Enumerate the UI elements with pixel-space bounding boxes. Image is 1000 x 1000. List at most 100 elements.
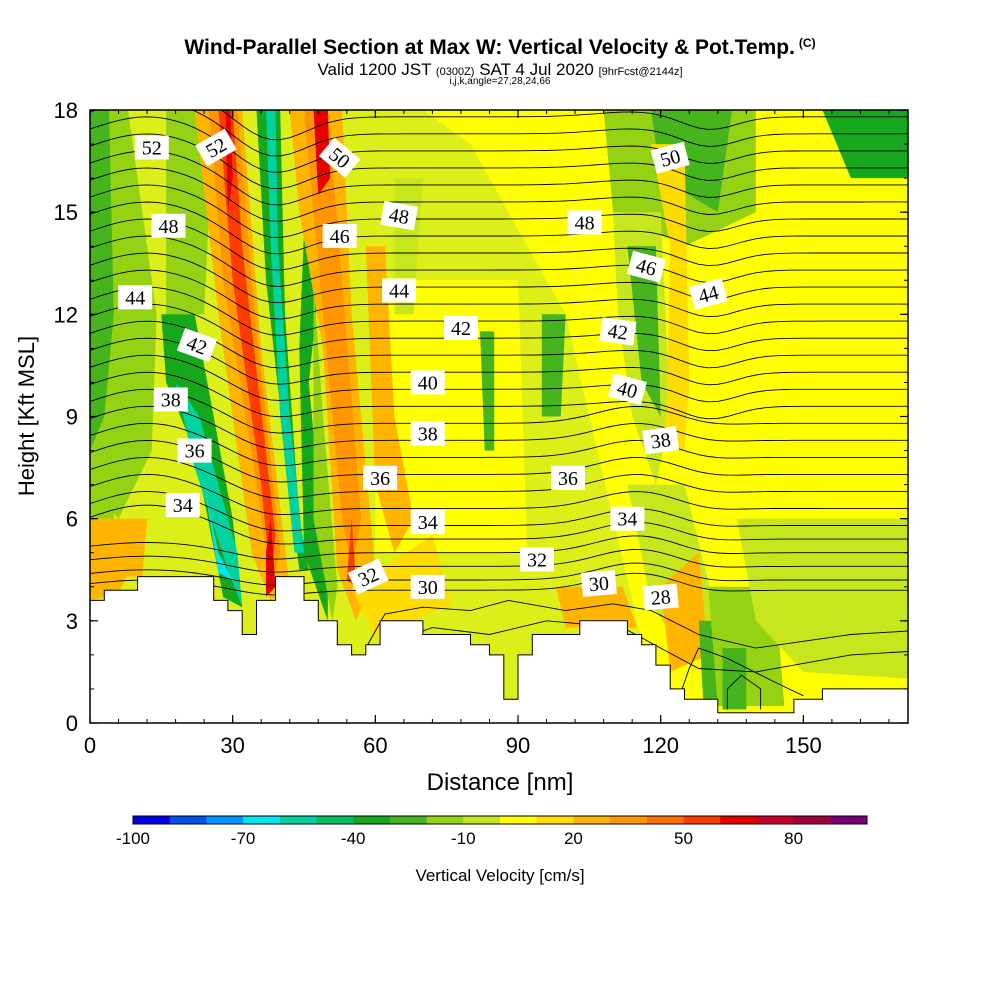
contour-label-16: 40 xyxy=(607,373,647,406)
colorbar-swatch xyxy=(279,816,317,824)
x-tick-label: 120 xyxy=(642,733,679,758)
colorbar-tick-label: -100 xyxy=(116,829,150,848)
contour-label-19: 38 xyxy=(642,426,680,455)
contour-label-text: 38 xyxy=(418,424,438,446)
forecast-info: [9hrFcst@2144z] xyxy=(598,66,683,78)
contour-label-text: 28 xyxy=(650,586,672,610)
contour-label-text: 44 xyxy=(125,287,145,309)
valid-date: SAT 4 Jul 2020 xyxy=(479,60,594,79)
contour-label-bg xyxy=(642,583,679,611)
theta-contour-21 xyxy=(90,218,908,271)
contour-label-18: 38 xyxy=(410,421,445,446)
theta-contour-25 xyxy=(90,150,908,206)
colorbar-swatch xyxy=(646,816,684,824)
contour-label-bg xyxy=(118,285,153,310)
colorbar-swatch xyxy=(426,816,464,824)
theta-contour-15 xyxy=(90,320,908,369)
contour-label-text: 30 xyxy=(418,577,438,599)
contour-label-11: 44 xyxy=(688,277,728,310)
contour-label-text: 36 xyxy=(185,441,205,463)
theta-contour-3 xyxy=(90,535,908,560)
velocity-region-11 xyxy=(266,518,276,597)
colorbar-swatch xyxy=(573,816,611,824)
chart-subtitle: Valid 1200 JST (0300Z) SAT 4 Jul 2020 [9… xyxy=(0,60,1000,80)
contour-label-14: 42 xyxy=(599,317,637,346)
contour-label-bg xyxy=(650,141,690,174)
velocity-region-33 xyxy=(651,144,690,451)
theta-contour-19 xyxy=(90,252,908,304)
terrain-mask xyxy=(90,576,908,723)
velocity-region-14 xyxy=(204,484,233,580)
colorbar-swatch xyxy=(206,816,244,824)
contour-label-bg xyxy=(626,250,666,283)
colorbar-tick-label: 80 xyxy=(784,829,803,848)
theta-contour-16 xyxy=(90,303,908,353)
theta-contour-0 xyxy=(90,572,908,596)
theta-contour-13 xyxy=(90,354,908,403)
colorbar-swatch xyxy=(720,816,758,824)
y-tick-label: 0 xyxy=(66,711,78,736)
velocity-region-36 xyxy=(660,552,709,672)
contour-label-6: 48 xyxy=(567,210,602,235)
utc-time: (0300Z) xyxy=(435,66,475,78)
contour-label-text: 42 xyxy=(451,318,471,340)
contour-label-text: 44 xyxy=(389,281,409,303)
theta-contour-10 xyxy=(90,405,908,450)
theta-contour-low-3 xyxy=(726,674,762,710)
terrain xyxy=(90,576,908,723)
contour-label-bg xyxy=(380,200,418,231)
velocity-region-30 xyxy=(822,110,908,179)
theta-contour-14 xyxy=(90,337,908,386)
contour-label-text: 30 xyxy=(588,573,610,597)
contour-label-bg xyxy=(322,224,357,248)
y-tick-label: 3 xyxy=(66,609,78,634)
contour-label-text: 34 xyxy=(617,509,637,531)
colorbar-label: Vertical Velocity [cm/s] xyxy=(415,866,584,885)
contour-label-17: 38 xyxy=(153,387,188,412)
contour-label-10: 44 xyxy=(382,278,417,303)
velocity-region-27 xyxy=(480,331,495,451)
colorbar-swatch xyxy=(243,816,281,824)
x-tick-label: 30 xyxy=(220,733,244,758)
y-tick-label: 6 xyxy=(66,507,78,532)
colorbar-tick-label: -70 xyxy=(231,829,256,848)
colorbar-swatch xyxy=(536,816,574,824)
contour-label-text: 48 xyxy=(575,212,595,234)
contour-label-13: 42 xyxy=(444,316,478,340)
contour-label-text: 48 xyxy=(159,216,179,238)
theta-contour-20 xyxy=(90,235,908,287)
theta-contour-9 xyxy=(90,422,908,467)
theta-contour-8 xyxy=(90,439,908,483)
theta-contour-low-0 xyxy=(365,599,908,649)
contour-label-8: 46 xyxy=(626,250,666,283)
theta-contour-5 xyxy=(90,490,908,532)
theta-contour-29 xyxy=(220,110,908,141)
y-tick-label: 18 xyxy=(54,98,78,123)
theta-contour-18 xyxy=(90,269,908,320)
contour-label-text: 38 xyxy=(161,390,181,412)
contour-label-30: 28 xyxy=(642,583,679,611)
contour-label-bg xyxy=(607,373,647,406)
contour-label-bg xyxy=(610,506,645,531)
x-tick-label: 90 xyxy=(506,733,530,758)
contour-label-bg xyxy=(410,510,445,535)
contour-label-text: 38 xyxy=(649,429,672,454)
colorbar-tick-label: -10 xyxy=(451,829,476,848)
velocity-region-26 xyxy=(541,314,566,417)
contour-label-text: 34 xyxy=(418,512,438,534)
contour-label-text: 32 xyxy=(527,550,547,572)
colorbar-swatch xyxy=(830,816,868,824)
contour-label-3: 50 xyxy=(650,141,690,174)
contour-label-bg xyxy=(153,387,188,412)
velocity-region-20 xyxy=(304,110,362,570)
contour-label-27: 32 xyxy=(520,547,554,572)
contour-label-25: 34 xyxy=(610,506,645,531)
theta-contour-4 xyxy=(90,504,908,545)
valid-time: Valid 1200 JST xyxy=(317,60,432,79)
contour-label-15: 40 xyxy=(410,370,445,395)
velocity-region-39 xyxy=(736,518,908,679)
colorbar-swatch xyxy=(353,816,391,824)
velocity-region-18 xyxy=(313,280,338,621)
